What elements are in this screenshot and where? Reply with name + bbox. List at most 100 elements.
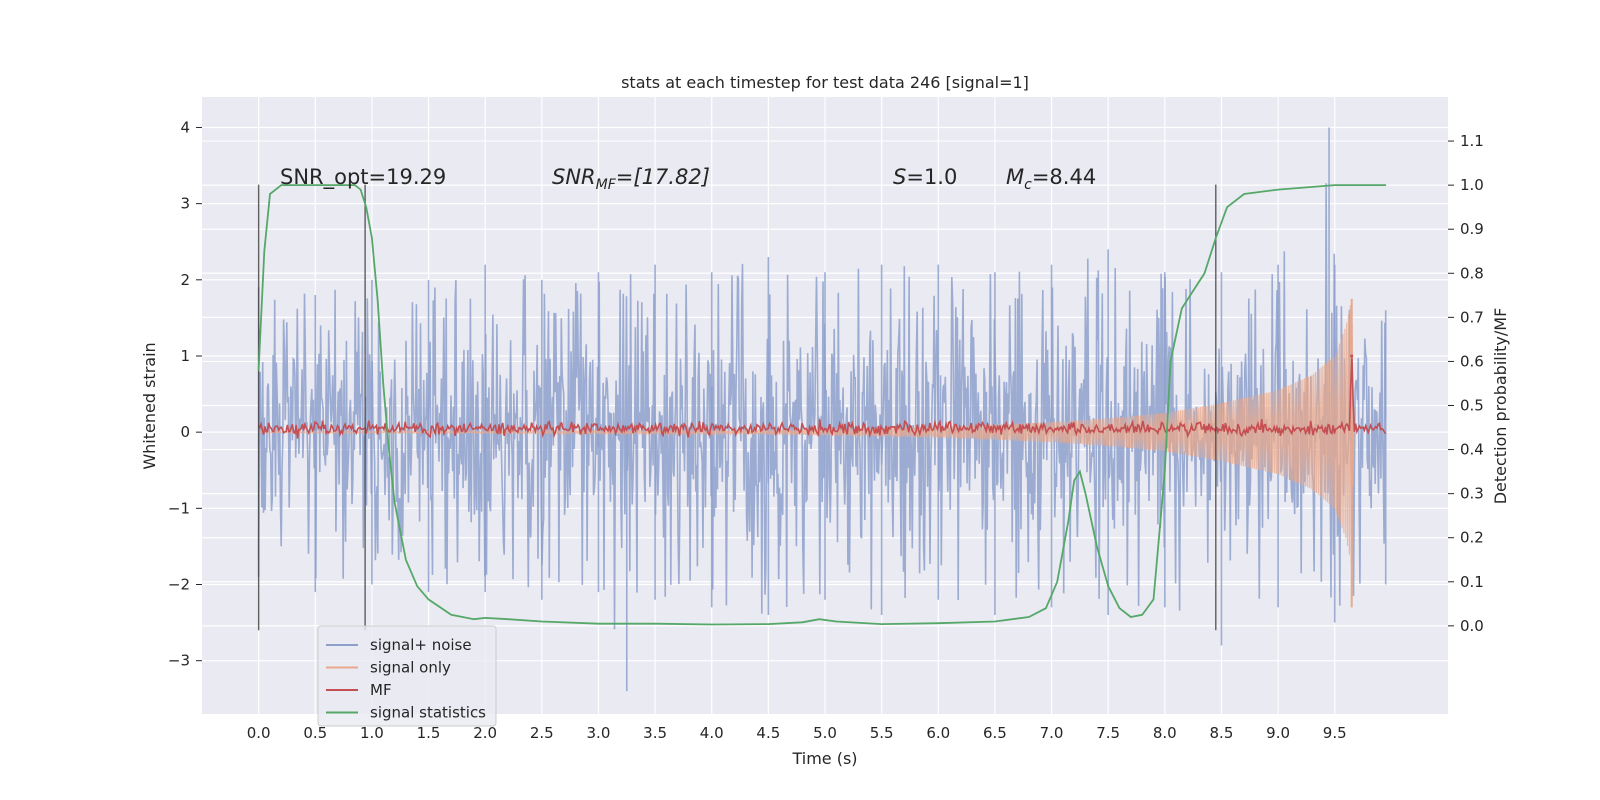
signal-statistics-point xyxy=(835,620,837,623)
x-tick-label: 6.5 xyxy=(983,724,1007,742)
signal-statistics-point xyxy=(994,620,996,623)
signal-statistics-point xyxy=(360,189,362,191)
annotation-snr-mf-symbol: SNR xyxy=(552,165,596,189)
annotation-mc-subscript: c xyxy=(1024,177,1032,193)
signal-statistics-point xyxy=(365,206,367,208)
signal-statistics-point xyxy=(416,585,418,587)
annotation-mc-value: =8.44 xyxy=(1032,165,1096,189)
signal-statistics-point xyxy=(1181,307,1183,310)
x-tick-label: 8.5 xyxy=(1210,724,1234,742)
signal-statistics-point xyxy=(326,184,328,186)
y-right-tick-labels: 0.0 0.1 0.2 0.3 0.4 0.5 0.6 0.7 0.8 0.9 1.0 1.1 xyxy=(1460,132,1484,635)
signal-statistics-point xyxy=(1141,614,1143,616)
y-axis-label: Whitened strain xyxy=(140,342,159,469)
signal-statistics-point xyxy=(1334,184,1336,186)
legend: signal+ noise signal only MF signal statist… xyxy=(317,625,497,727)
y-right-tick-label: 0.1 xyxy=(1460,573,1484,591)
annotation-snr-mf-subscript: MF xyxy=(596,177,617,193)
signal-statistics-point xyxy=(801,621,803,623)
signal-statistics-point xyxy=(473,618,475,620)
x-tick-label: 9.0 xyxy=(1266,724,1290,742)
legend-label: MF xyxy=(370,681,392,699)
signal-statistics-point xyxy=(1215,237,1217,239)
y-tick-label: 3 xyxy=(180,195,190,213)
legend-label: signal+ noise xyxy=(370,636,472,654)
y-right-tick-label: 1.1 xyxy=(1460,132,1484,150)
y-tick-label: 2 xyxy=(180,271,190,289)
y-tick-label: −1 xyxy=(168,499,190,517)
signal-statistics-point xyxy=(541,620,543,623)
x-tick-label: 5.5 xyxy=(870,724,894,742)
signal-statistics-point xyxy=(258,369,260,371)
signal-statistics-point xyxy=(1073,479,1075,481)
x-tick-label: 8.0 xyxy=(1153,724,1177,742)
signal-statistics-point xyxy=(484,617,486,619)
signal-statistics-point xyxy=(1243,193,1245,195)
annotation-s-symbol: S xyxy=(893,165,906,189)
signal-statistics-point xyxy=(269,193,271,195)
signal-statistics-point xyxy=(507,618,509,620)
annotation-mc-symbol: M xyxy=(1006,165,1024,189)
signal-statistics-point xyxy=(881,623,883,625)
x-tick-labels: 0.0 0.5 1.0 1.5 2.0 2.5 3.0 3.5 4.0 4.5 5.0 5.5 6.0 6… xyxy=(247,724,1347,742)
signal-statistics-point xyxy=(1096,545,1098,548)
legend-box xyxy=(317,625,497,727)
y-right-tick-label: 1.0 xyxy=(1460,176,1484,194)
x-tick-label: 4.0 xyxy=(700,724,724,742)
x-tick-label: 1.5 xyxy=(417,724,441,742)
x-tick-label: 0.0 xyxy=(247,724,271,742)
signal-statistics-point xyxy=(280,184,282,186)
x-tick-label: 3.0 xyxy=(587,724,611,742)
signal-statistics-point xyxy=(382,382,384,385)
y-right-axis-label: Detection probability/MF xyxy=(1491,308,1510,505)
signal-statistics-point xyxy=(1118,607,1121,609)
y-tick-label: −2 xyxy=(168,576,190,594)
signal-statistics-point xyxy=(818,618,820,620)
signal-statistics-point xyxy=(1084,493,1087,495)
vertical-markers xyxy=(257,184,1217,631)
y-right-tick-label: 0.8 xyxy=(1460,264,1484,282)
signal-statistics-point xyxy=(354,184,356,186)
signal-statistics-point xyxy=(767,623,770,625)
x-tick-label: 2.5 xyxy=(530,724,554,742)
legend-items: signal+ noise signal only MF signal statist… xyxy=(326,636,486,722)
x-tick-label: 5.0 xyxy=(813,724,837,742)
x-tick-label: 6.0 xyxy=(926,724,950,742)
y-right-tick-label: 0.5 xyxy=(1460,397,1484,415)
signal-statistics-point xyxy=(711,623,713,626)
annotation-snr-mf-value: =[17.82] xyxy=(616,165,710,189)
annotation-snr-opt: SNR_opt=19.29 xyxy=(280,165,446,190)
signal-statistics-point xyxy=(1164,471,1166,473)
series-mf xyxy=(257,354,1387,439)
signal-statistics-point xyxy=(1277,189,1279,191)
signal-statistics-point xyxy=(937,622,939,624)
x-tick-label: 7.0 xyxy=(1040,724,1064,742)
x-axis-label: Time (s) xyxy=(791,749,857,768)
signal-statistics-point xyxy=(1056,581,1058,583)
signal-statistics-point xyxy=(405,559,407,561)
signal-statistics-point xyxy=(597,623,600,625)
x-tick-label: 9.5 xyxy=(1323,724,1347,742)
signal-statistics-point xyxy=(1152,598,1155,601)
signal-statistics-point xyxy=(394,501,396,504)
y-right-tick-label: 0.7 xyxy=(1460,308,1484,326)
y-right-tick-label: 0.4 xyxy=(1460,441,1484,459)
signal-statistics-point xyxy=(1203,272,1206,274)
x-tick-label: 2.0 xyxy=(473,724,497,742)
signal-statistics-point xyxy=(1067,519,1070,521)
y-tick-label: 0 xyxy=(180,423,190,441)
y-right-tick-label: 0.2 xyxy=(1460,529,1484,547)
mf-line xyxy=(257,357,1387,439)
y-right-tick-label: 0.0 xyxy=(1460,617,1484,635)
y-tick-label: 4 xyxy=(180,118,190,136)
annotation-snr-mf: SNRMF=[17.82] xyxy=(552,165,710,193)
signal-statistics-point xyxy=(377,299,379,301)
signal-statistics-point xyxy=(388,449,390,451)
x-tick-label: 7.5 xyxy=(1096,724,1120,742)
signal-statistics-point xyxy=(1079,471,1081,473)
legend-label: signal statistics xyxy=(370,704,486,722)
chart-title: stats at each timestep for test data 246… xyxy=(621,73,1029,92)
signal-statistics-point xyxy=(1226,206,1228,208)
x-tick-label: 1.0 xyxy=(360,724,384,742)
